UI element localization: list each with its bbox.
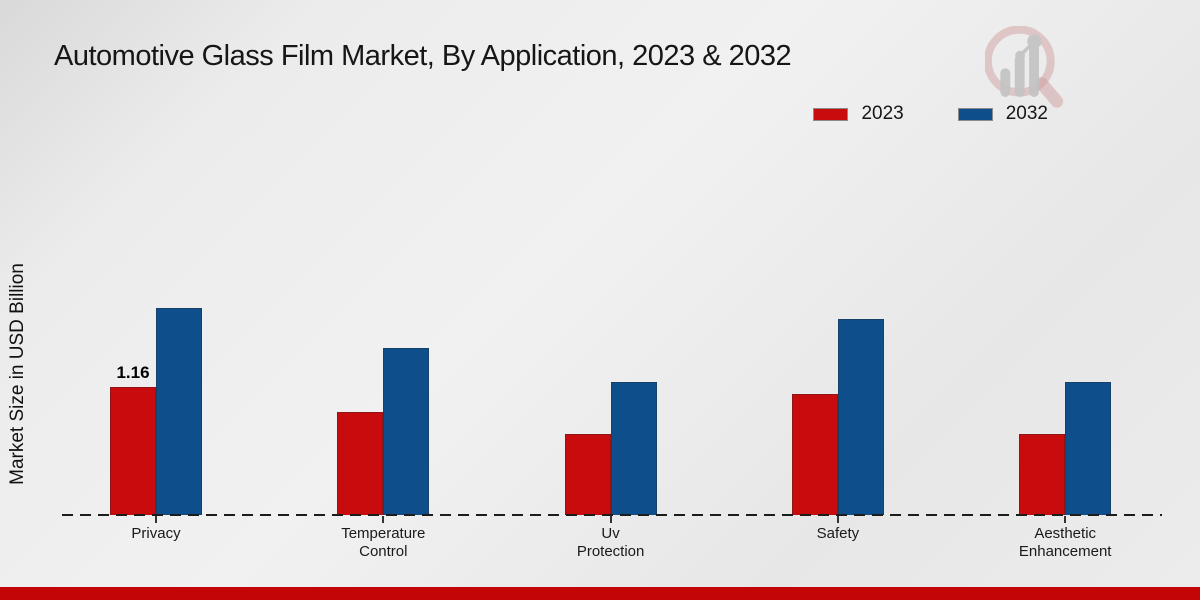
legend-label-2023: 2023 (861, 103, 904, 124)
bar-2023-uv-protection (564, 434, 611, 515)
magnifier-bar-chart-watermark-icon (985, 26, 1064, 108)
bar-2023-privacy (110, 387, 156, 515)
bar-2032-privacy (156, 308, 202, 515)
category-label-aesthetic-enhancement: Aesthetic Enhancement (1018, 525, 1112, 560)
legend-item-2023: 2023 (813, 103, 904, 125)
x-axis-baseline (62, 514, 1162, 516)
legend-swatch-2023 (813, 107, 849, 121)
bar-2023-safety (791, 394, 838, 515)
category-label-safety: Safety (816, 525, 860, 542)
x-axis-tick (836, 516, 839, 523)
bar-2023-aesthetic-enhancement (1019, 434, 1066, 515)
bar-2032-temperature-control (383, 348, 430, 515)
x-axis-tick (609, 516, 612, 523)
x-axis-tick (1064, 516, 1067, 523)
legend-label-2032: 2032 (1005, 103, 1048, 124)
category-label-uv-protection: Uv Protection (576, 525, 645, 560)
category-label-temperature-control: Temperature Control (341, 525, 426, 560)
chart-title: Automotive Glass Film Market, By Applica… (54, 40, 792, 72)
footer-band (0, 587, 1200, 600)
legend-swatch-2032 (957, 107, 993, 121)
x-axis-tick (155, 516, 157, 523)
bar-2032-uv-protection (610, 382, 657, 515)
bar-2023-temperature-control (337, 412, 384, 515)
category-label-privacy: Privacy (131, 525, 181, 542)
legend-item-2032: 2032 (957, 103, 1048, 125)
data-label-2023-privacy: 1.16 (116, 363, 150, 382)
bar-2032-aesthetic-enhancement (1065, 382, 1112, 515)
legend: 2023 2032 (813, 103, 1048, 125)
x-axis-tick (382, 516, 385, 523)
bar-2032-safety (837, 319, 884, 515)
